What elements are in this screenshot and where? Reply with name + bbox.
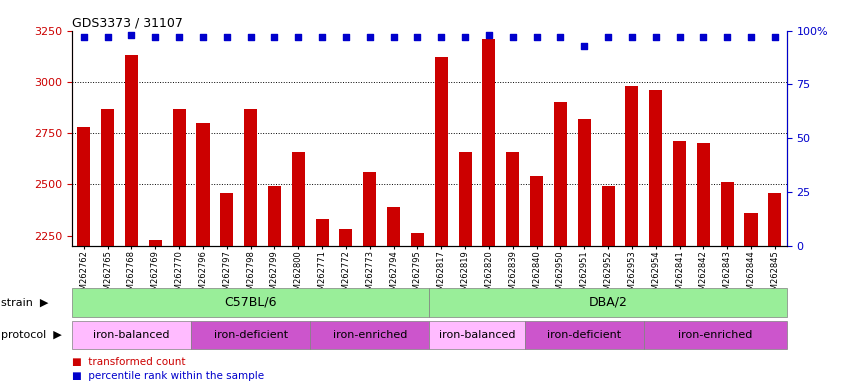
Bar bbox=[191, 321, 310, 349]
Bar bbox=[196, 123, 210, 246]
Point bbox=[482, 32, 496, 38]
Point bbox=[220, 34, 233, 40]
Bar bbox=[244, 109, 257, 246]
Point bbox=[721, 34, 734, 40]
Text: iron-deficient: iron-deficient bbox=[213, 330, 288, 340]
Text: iron-enriched: iron-enriched bbox=[678, 330, 752, 340]
Bar bbox=[102, 109, 114, 246]
Bar bbox=[292, 152, 305, 246]
Bar bbox=[482, 39, 496, 246]
Bar bbox=[125, 55, 138, 246]
Point bbox=[410, 34, 424, 40]
Bar bbox=[339, 229, 353, 246]
Point bbox=[339, 34, 353, 40]
Text: ■  transformed count: ■ transformed count bbox=[72, 357, 185, 367]
Point bbox=[267, 34, 281, 40]
Point bbox=[696, 34, 710, 40]
Bar bbox=[310, 321, 429, 349]
Bar bbox=[644, 321, 787, 349]
Text: ■  percentile rank within the sample: ■ percentile rank within the sample bbox=[72, 371, 264, 381]
Bar bbox=[316, 219, 328, 246]
Point bbox=[363, 34, 376, 40]
Point bbox=[77, 34, 91, 40]
Bar bbox=[435, 57, 448, 246]
Bar bbox=[506, 152, 519, 246]
Point bbox=[124, 32, 138, 38]
Point bbox=[506, 34, 519, 40]
Text: iron-balanced: iron-balanced bbox=[93, 330, 170, 340]
Bar bbox=[429, 288, 787, 317]
Point bbox=[292, 34, 305, 40]
Point bbox=[625, 34, 639, 40]
Point bbox=[244, 34, 257, 40]
Point bbox=[553, 34, 567, 40]
Bar bbox=[768, 192, 782, 246]
Bar bbox=[625, 86, 639, 246]
Bar bbox=[721, 182, 733, 246]
Point bbox=[173, 34, 186, 40]
Point bbox=[387, 34, 400, 40]
Point bbox=[744, 34, 758, 40]
Point bbox=[316, 34, 329, 40]
Point bbox=[602, 34, 615, 40]
Text: iron-deficient: iron-deficient bbox=[547, 330, 621, 340]
Point bbox=[435, 34, 448, 40]
Point bbox=[149, 34, 162, 40]
Bar bbox=[268, 186, 281, 246]
Text: strain  ▶: strain ▶ bbox=[1, 297, 48, 308]
Text: protocol  ▶: protocol ▶ bbox=[1, 330, 62, 340]
Text: iron-balanced: iron-balanced bbox=[439, 330, 515, 340]
Bar bbox=[72, 288, 429, 317]
Bar bbox=[554, 103, 567, 246]
Text: GDS3373 / 31107: GDS3373 / 31107 bbox=[72, 17, 183, 30]
Point bbox=[196, 34, 210, 40]
Text: C57BL/6: C57BL/6 bbox=[224, 296, 277, 309]
Point bbox=[578, 43, 591, 49]
Point bbox=[530, 34, 543, 40]
Bar bbox=[77, 127, 91, 246]
Bar bbox=[387, 207, 400, 246]
Bar bbox=[525, 321, 644, 349]
Point bbox=[768, 34, 782, 40]
Bar bbox=[149, 240, 162, 246]
Bar bbox=[673, 141, 686, 246]
Bar bbox=[220, 192, 233, 246]
Bar bbox=[363, 172, 376, 246]
Bar bbox=[744, 213, 757, 246]
Point bbox=[101, 34, 114, 40]
Bar bbox=[530, 176, 543, 246]
Point bbox=[649, 34, 662, 40]
Bar bbox=[72, 321, 191, 349]
Point bbox=[459, 34, 472, 40]
Point bbox=[673, 34, 686, 40]
Bar bbox=[411, 233, 424, 246]
Bar bbox=[578, 119, 591, 246]
Bar bbox=[429, 321, 525, 349]
Bar bbox=[697, 143, 710, 246]
Bar bbox=[459, 152, 471, 246]
Bar bbox=[602, 186, 614, 246]
Text: DBA/2: DBA/2 bbox=[589, 296, 628, 309]
Bar bbox=[173, 109, 185, 246]
Text: iron-enriched: iron-enriched bbox=[332, 330, 407, 340]
Bar bbox=[649, 90, 662, 246]
